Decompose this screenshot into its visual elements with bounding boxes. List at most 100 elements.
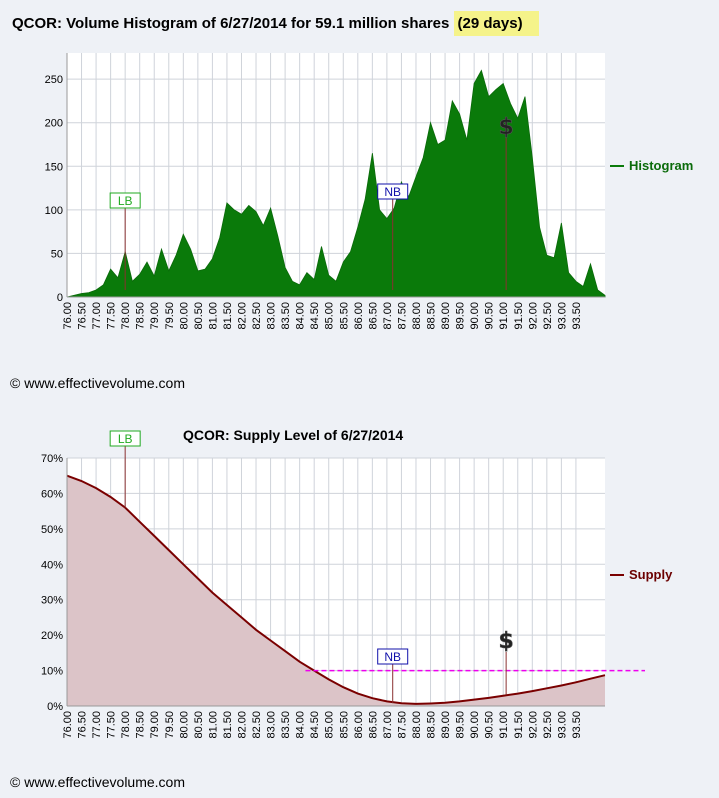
sup-y-tick-label: 20% <box>41 630 63 642</box>
sup-x-tick-label: 78.00 <box>120 711 132 739</box>
sup-marker-box-lb <box>109 430 141 447</box>
hist-y-tick-label: 200 <box>45 118 63 130</box>
histogram-legend-label: Histogram <box>629 158 694 173</box>
sup-x-tick-label: 76.50 <box>77 711 89 739</box>
sup-x-tick-label: 93.00 <box>556 711 568 739</box>
hist-x-tick-label: 80.00 <box>178 302 190 330</box>
hist-marker-box-lb <box>109 192 141 209</box>
sup-y-tick-label: 0% <box>47 701 63 713</box>
hist-x-tick-label: 84.50 <box>309 302 321 330</box>
sup-x-tick-label: 92.00 <box>527 711 539 739</box>
sup-x-tick-label: 93.50 <box>571 711 583 739</box>
sup-x-tick-label: 88.50 <box>426 711 438 739</box>
sup-x-tick-label: 84.50 <box>309 711 321 739</box>
supply-legend-swatch <box>610 573 624 576</box>
sup-x-tick-label: 81.00 <box>207 711 219 739</box>
hist-x-tick-label: 82.50 <box>251 302 263 330</box>
hist-x-tick-label: 83.00 <box>266 302 278 330</box>
hist-x-tick-label: 78.00 <box>120 302 132 330</box>
hist-x-tick-label: 76.50 <box>77 302 89 330</box>
supply-title: QCOR: Supply Level of 6/27/2014 <box>183 427 404 443</box>
hist-y-tick-label: 150 <box>45 161 63 173</box>
sup-x-tick-label: 78.50 <box>135 711 147 739</box>
hist-marker-label-nb: NB <box>384 185 401 199</box>
hist-marker-label-lb: LB <box>118 194 133 208</box>
sup-x-tick-label: 77.00 <box>91 711 103 739</box>
hist-x-tick-label: 86.50 <box>367 302 379 330</box>
sup-x-tick-label: 85.00 <box>324 711 336 739</box>
copyright-text-bottom: © www.effectivevolume.com <box>10 774 186 790</box>
sup-x-tick-label: 88.00 <box>411 711 423 739</box>
sup-x-tick-label: 89.50 <box>455 711 467 739</box>
sup-x-tick-label: 86.00 <box>353 711 365 739</box>
histogram-legend-swatch <box>610 164 624 167</box>
hist-x-tick-label: 90.00 <box>469 302 481 330</box>
hist-x-tick-label: 81.00 <box>207 302 219 330</box>
hist-area <box>66 69 606 298</box>
sup-x-tick-label: 82.00 <box>236 711 248 739</box>
hist-x-tick-label: 76.00 <box>62 302 74 330</box>
sup-y-tick-label: 40% <box>41 559 63 571</box>
hist-x-tick-label: 90.50 <box>484 302 496 330</box>
sup-x-tick-label: 87.00 <box>382 711 394 739</box>
histogram-legend: Histogram <box>610 158 693 173</box>
sup-x-tick-label: 80.50 <box>193 711 205 739</box>
histogram-title: QCOR: Volume Histogram of 6/27/2014 for … <box>12 11 539 36</box>
hist-x-tick-label: 91.00 <box>498 302 510 330</box>
hist-x-tick-label: 92.50 <box>542 302 554 330</box>
sup-x-tick-label: 85.50 <box>338 711 350 739</box>
sup-x-tick-label: 77.50 <box>106 711 118 739</box>
hist-x-tick-label: 88.50 <box>426 302 438 330</box>
supply-legend: Supply <box>610 567 672 582</box>
hist-x-tick-label: 84.00 <box>295 302 307 330</box>
hist-x-tick-label: 82.00 <box>236 302 248 330</box>
sup-x-tick-label: 83.50 <box>280 711 292 739</box>
sup-line <box>66 474 606 705</box>
copyright-text: © www.effectivevolume.com <box>10 375 186 391</box>
sup-x-tick-label: 92.50 <box>542 711 554 739</box>
sup-marker-dollar: $ <box>498 629 513 654</box>
sup-x-tick-label: 80.00 <box>178 711 190 739</box>
sup-y-tick-label: 30% <box>41 595 63 607</box>
hist-x-tick-label: 79.50 <box>164 302 176 330</box>
sup-area <box>67 475 605 706</box>
hist-y-tick-label: 250 <box>45 74 63 86</box>
sup-x-tick-label: 91.00 <box>498 711 510 739</box>
hist-x-tick-label: 85.50 <box>338 302 350 330</box>
hist-y-tick-label: 0 <box>57 292 63 304</box>
sup-x-tick-label: 79.00 <box>149 711 161 739</box>
hist-x-tick-label: 92.00 <box>527 302 539 330</box>
sup-marker-box-nb <box>377 648 409 665</box>
sup-y-tick-label: 10% <box>41 666 63 678</box>
sup-x-tick-label: 84.00 <box>295 711 307 739</box>
hist-x-tick-label: 77.00 <box>91 302 103 330</box>
sup-y-tick-label: 70% <box>41 453 63 465</box>
sup-x-tick-label: 90.50 <box>484 711 496 739</box>
hist-x-tick-label: 80.50 <box>193 302 205 330</box>
sup-y-tick-label: 60% <box>41 488 63 500</box>
hist-x-tick-label: 93.00 <box>556 302 568 330</box>
hist-x-tick-label: 87.00 <box>382 302 394 330</box>
hist-x-tick-label: 78.50 <box>135 302 147 330</box>
hist-x-tick-label: 85.00 <box>324 302 336 330</box>
hist-y-tick-label: 50 <box>51 248 63 260</box>
hist-x-tick-label: 83.50 <box>280 302 292 330</box>
sup-x-tick-label: 86.50 <box>367 711 379 739</box>
sup-x-tick-label: 83.00 <box>266 711 278 739</box>
hist-y-tick-label: 100 <box>45 205 63 217</box>
hist-x-tick-label: 88.00 <box>411 302 423 330</box>
hist-x-tick-label: 89.00 <box>440 302 452 330</box>
sup-x-tick-label: 90.00 <box>469 711 481 739</box>
sup-y-tick-label: 50% <box>41 524 63 536</box>
hist-x-tick-label: 93.50 <box>571 302 583 330</box>
days-highlight: (29 days) <box>453 11 539 36</box>
sup-x-tick-label: 81.50 <box>222 711 234 739</box>
histogram-chart: 76.00 76.50 77.00 77.50 78.00 78.50 79.00 79.50… <box>45 53 606 330</box>
hist-marker-dollar: $ <box>498 115 513 140</box>
hist-x-tick-label: 89.50 <box>455 302 467 330</box>
hist-x-tick-label: 77.50 <box>106 302 118 330</box>
sup-marker-label-nb: NB <box>384 650 401 664</box>
sup-x-tick-label: 82.50 <box>251 711 263 739</box>
hist-x-tick-label: 81.50 <box>222 302 234 330</box>
